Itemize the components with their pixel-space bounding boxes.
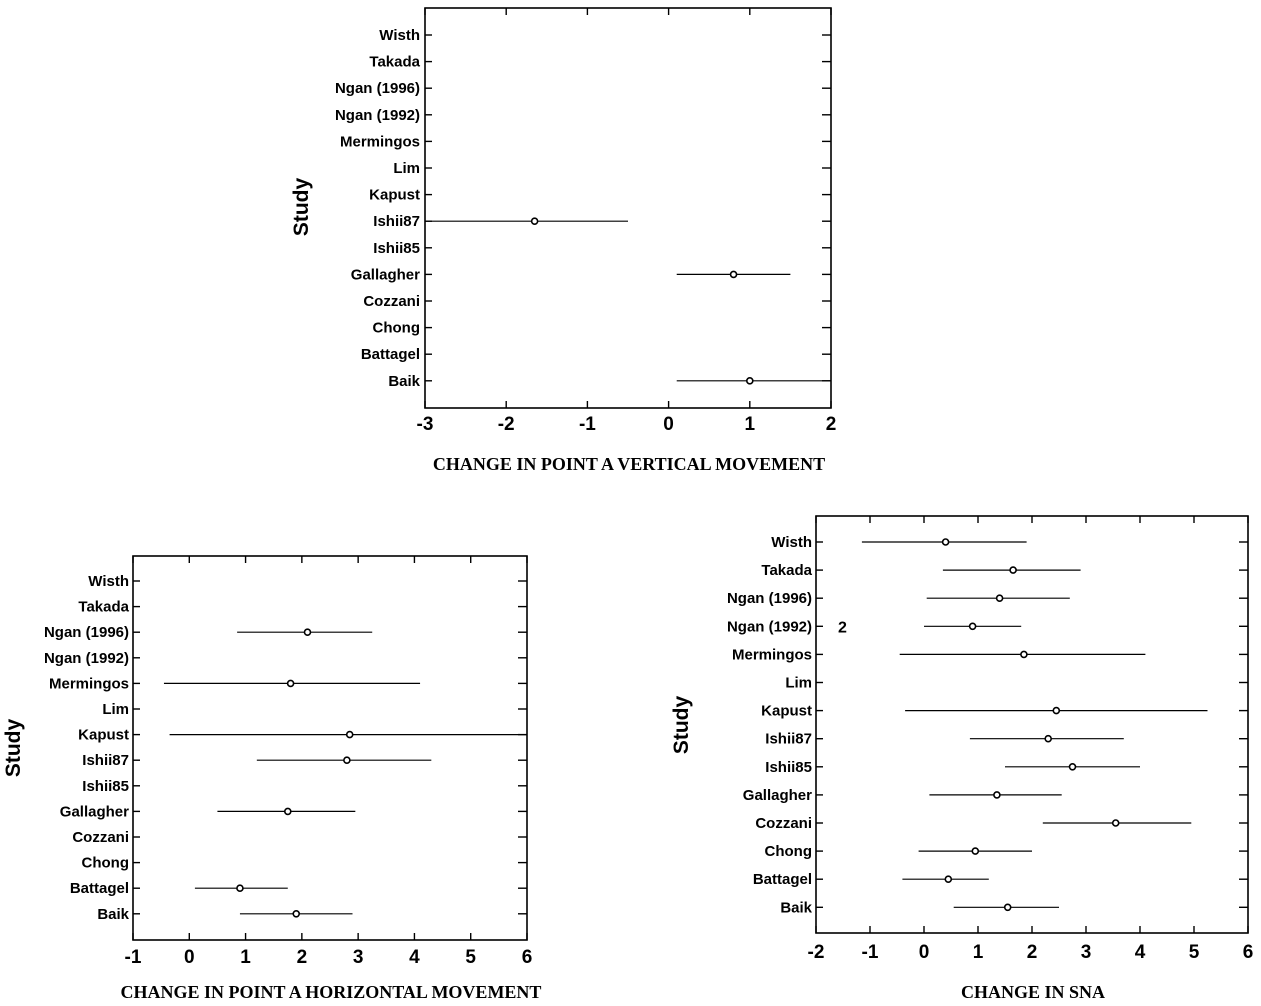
panel-3-study-label-ngan-1996: Ngan (1996) xyxy=(727,590,812,607)
panel-3-study-label-cozzani: Cozzani xyxy=(755,815,812,832)
panel-2-study-label-chong: Chong xyxy=(82,855,129,872)
panel-3-estimate-point-cozzani xyxy=(1111,819,1120,827)
panel-1-estimate-point-baik xyxy=(745,376,754,385)
panel-2-estimate-point-baik xyxy=(292,909,301,918)
panel-3-estimate-point-ngan-1996 xyxy=(995,594,1004,603)
panel-2-study-label-ngan-1996: Ngan (1996) xyxy=(44,624,129,641)
panel-2-x-tick-label: 5 xyxy=(465,947,476,968)
panel-2-study-label-mermingos: Mermingos xyxy=(49,675,129,692)
panel-3-x-tick-label: -2 xyxy=(808,942,825,963)
panel-2-x-tick-label: 2 xyxy=(297,947,308,968)
panel-2-estimate-point-mermingos xyxy=(286,679,295,688)
panel-1-study-label-baik: Baik xyxy=(388,373,420,390)
panel-1-plot-frame xyxy=(424,7,832,409)
panel-2-study-label-ishii87: Ishii87 xyxy=(82,752,129,769)
panel-3-x-tick-label: 2 xyxy=(1027,942,1038,963)
panel-2-study-label-baik: Baik xyxy=(97,906,129,923)
panel-3-study-label-takada: Takada xyxy=(761,562,812,579)
panel-2-x-axis-title: CHANGE IN POINT A HORIZONTAL MOVEMENT xyxy=(121,982,542,1002)
panel-3-x-tick-label: 5 xyxy=(1189,942,1200,963)
panel-1-study-label-ishii85: Ishii85 xyxy=(373,240,420,257)
panel-2-x-tick-label: 1 xyxy=(240,947,251,968)
panel-2-x-tick-label: 0 xyxy=(184,947,195,968)
panel-2-x-tick-label: 3 xyxy=(353,947,364,968)
panel-2-study-label-wisth: Wisth xyxy=(88,573,129,590)
panel-1-study-label-ishii87: Ishii87 xyxy=(373,213,420,230)
panel-3-estimate-point-takada xyxy=(1009,566,1017,574)
panel-3-estimate-point-wisth xyxy=(941,538,950,546)
panel-2-study-label-ngan-1992: Ngan (1992) xyxy=(44,650,129,667)
panel-3-study-label-chong: Chong xyxy=(765,843,812,860)
panel-2-x-tick-label: -1 xyxy=(125,947,142,968)
panel-1-study-label-gallagher: Gallagher xyxy=(351,266,420,283)
panel-1-study-label-kapust: Kapust xyxy=(369,187,420,204)
panel-3-estimate-point-chong xyxy=(971,847,980,855)
panel-1-study-label-battagel: Battagel xyxy=(361,346,420,363)
panel-2-study-label-battagel: Battagel xyxy=(70,880,129,897)
panel-3-estimate-point-kapust xyxy=(1052,706,1061,715)
panel-1-x-tick-label: 1 xyxy=(745,414,756,435)
panel-3-x-tick-label: -1 xyxy=(862,942,879,963)
panel-2-study-label-cozzani: Cozzani xyxy=(72,829,129,846)
panel-1-y-axis-title: Study xyxy=(290,178,313,237)
panel-3-study-label-lim: Lim xyxy=(785,675,812,692)
panel-1-study-label-chong: Chong xyxy=(373,320,420,337)
panel-2-x-tick-label: 4 xyxy=(409,947,420,968)
panel-3-y-axis-title: Study xyxy=(670,696,693,755)
panel-1-estimate-point-gallagher xyxy=(729,270,738,279)
panel-3-estimate-point-baik xyxy=(1003,903,1012,912)
panel-3-x-tick-label: 6 xyxy=(1243,942,1254,963)
panel-2-estimate-point-kapust xyxy=(345,730,354,739)
panel-3-estimate-point-gallagher xyxy=(993,791,1001,799)
panel-3-study-label-ishii87: Ishii87 xyxy=(765,731,812,748)
panel-1-study-label-ngan-1992: Ngan (1992) xyxy=(335,107,420,124)
panel-2-estimate-point-ngan-1996 xyxy=(303,628,312,637)
panel-3-study-label-wisth: Wisth xyxy=(771,534,812,551)
panel-1-study-label-lim: Lim xyxy=(393,160,420,177)
panel-2-plot-frame xyxy=(132,555,528,941)
panel-3-estimate-point-ishii87 xyxy=(1044,734,1052,743)
panel-1-x-tick-label: -3 xyxy=(417,414,434,435)
panel-3-study-label-kapust: Kapust xyxy=(761,703,812,720)
panel-2-study-label-gallagher: Gallagher xyxy=(60,803,129,820)
panel-1-study-label-wisth: Wisth xyxy=(379,27,420,44)
panel-1-study-label-cozzani: Cozzani xyxy=(363,293,420,310)
panel-3-estimate-point-ishii85 xyxy=(1068,762,1077,771)
panel-1-study-label-ngan-1996: Ngan (1996) xyxy=(335,80,420,97)
panel-3-estimate-point-ngan-1992 xyxy=(968,622,977,631)
panel-3-x-tick-label: 4 xyxy=(1135,942,1146,963)
panel-3-estimate-point-battagel xyxy=(944,875,953,884)
panel-3-study-label-battagel: Battagel xyxy=(753,871,812,888)
panel-3-annotation-ngan-1992: 2 xyxy=(838,619,847,636)
panel-1-study-label-mermingos: Mermingos xyxy=(340,133,420,150)
panel-1-x-tick-label: 2 xyxy=(826,414,837,435)
panel-1-study-label-takada: Takada xyxy=(369,54,420,71)
panel-2-estimate-point-ishii87 xyxy=(343,756,351,765)
panel-3-plot-frame xyxy=(815,515,1249,934)
panel-2-y-axis-title: Study xyxy=(2,719,25,778)
panel-1-x-tick-label: 0 xyxy=(663,414,674,435)
panel-3-study-label-gallagher: Gallagher xyxy=(743,787,812,804)
panel-3-estimate-point-mermingos xyxy=(1020,650,1028,659)
panel-3-study-label-mermingos: Mermingos xyxy=(732,646,812,663)
panel-2-study-label-ishii85: Ishii85 xyxy=(82,778,129,795)
panel-1-estimate-point-ishii87 xyxy=(530,217,539,225)
panel-2-study-label-lim: Lim xyxy=(102,701,129,718)
panel-3-x-tick-label: 3 xyxy=(1081,942,1092,963)
panel-3-study-label-ishii85: Ishii85 xyxy=(765,759,812,776)
panel-1-x-axis-title: CHANGE IN POINT A VERTICAL MOVEMENT xyxy=(433,454,825,474)
panel-2-estimate-point-battagel xyxy=(236,884,244,893)
panel-3-x-tick-label: 0 xyxy=(919,942,930,963)
panel-3-study-label-baik: Baik xyxy=(780,899,812,916)
panel-2-study-label-takada: Takada xyxy=(78,599,129,616)
panel-1-x-tick-label: -1 xyxy=(579,414,596,435)
panel-2-study-label-kapust: Kapust xyxy=(78,727,129,744)
panel-3-x-tick-label: 1 xyxy=(973,942,984,963)
panel-2-x-tick-label: 6 xyxy=(522,947,533,968)
panel-3-x-axis-title: CHANGE IN SNA xyxy=(961,982,1105,1002)
panel-2-estimate-point-gallagher xyxy=(283,807,292,816)
panel-3-study-label-ngan-1992: Ngan (1992) xyxy=(727,618,812,635)
panel-1-x-tick-label: -2 xyxy=(498,414,515,435)
